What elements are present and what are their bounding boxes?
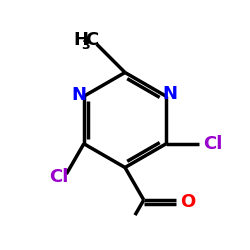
Text: 3: 3 <box>82 40 90 52</box>
Text: C: C <box>86 32 99 50</box>
Text: Cl: Cl <box>203 135 222 153</box>
Text: O: O <box>180 193 196 211</box>
Text: H: H <box>73 32 88 50</box>
Text: N: N <box>162 85 178 103</box>
Text: Cl: Cl <box>49 168 68 186</box>
Text: N: N <box>71 86 86 104</box>
